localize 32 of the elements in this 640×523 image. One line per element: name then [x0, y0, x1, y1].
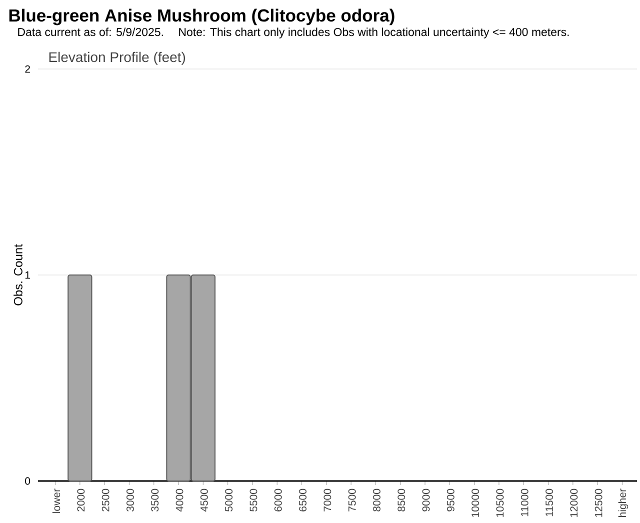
x-tick-label: 7500	[348, 488, 356, 512]
x-tick-label: 12000	[570, 488, 578, 517]
x-tick-label: 11000	[520, 488, 528, 516]
y-tick-label: 0	[25, 477, 30, 485]
x-tick-label: 6000	[274, 488, 282, 512]
x-tick-label: 9500	[446, 488, 454, 512]
x-tick-label: 3000	[126, 488, 134, 512]
x-tick-label: lower	[52, 488, 60, 513]
x-tick-label: 7000	[324, 488, 332, 512]
chart-subtitle: Data current as of: 5/9/2025.	[18, 28, 163, 36]
x-tick-label: 12500	[594, 488, 602, 517]
x-tick-label: higher	[618, 488, 628, 517]
x-tick-label: 4000	[176, 488, 184, 512]
x-tick-label: 8500	[398, 488, 406, 512]
x-tick-label: 8000	[373, 488, 380, 512]
y-axis-title: Obs. Count	[14, 244, 22, 306]
x-tick-label: 11500	[546, 488, 553, 516]
y-tick-label: 2	[25, 65, 30, 73]
x-tick-label: 6500	[299, 488, 306, 512]
x-tick-label: 5500	[250, 488, 258, 512]
x-tick-label: 2500	[102, 488, 110, 512]
x-tick-label: 9000	[422, 488, 430, 512]
x-tick-label: 10000	[472, 488, 480, 517]
text: Elevation Profile (feet)	[49, 52, 186, 65]
y-tick-label: 1	[25, 271, 30, 279]
text: Note: This chart only includes Obs with locational uncertainty <= 400 meters.	[179, 28, 569, 38]
x-tick-label: 10500	[496, 488, 504, 517]
x-tick-label: 4500	[200, 488, 208, 512]
x-tick-label: 2000	[77, 488, 85, 512]
x-tick-label: 3500	[151, 488, 159, 512]
chart-title: Blue-green Anise Mushroom (Clitocybe odora)	[9, 8, 394, 26]
x-tick-label: 5000	[225, 488, 233, 512]
